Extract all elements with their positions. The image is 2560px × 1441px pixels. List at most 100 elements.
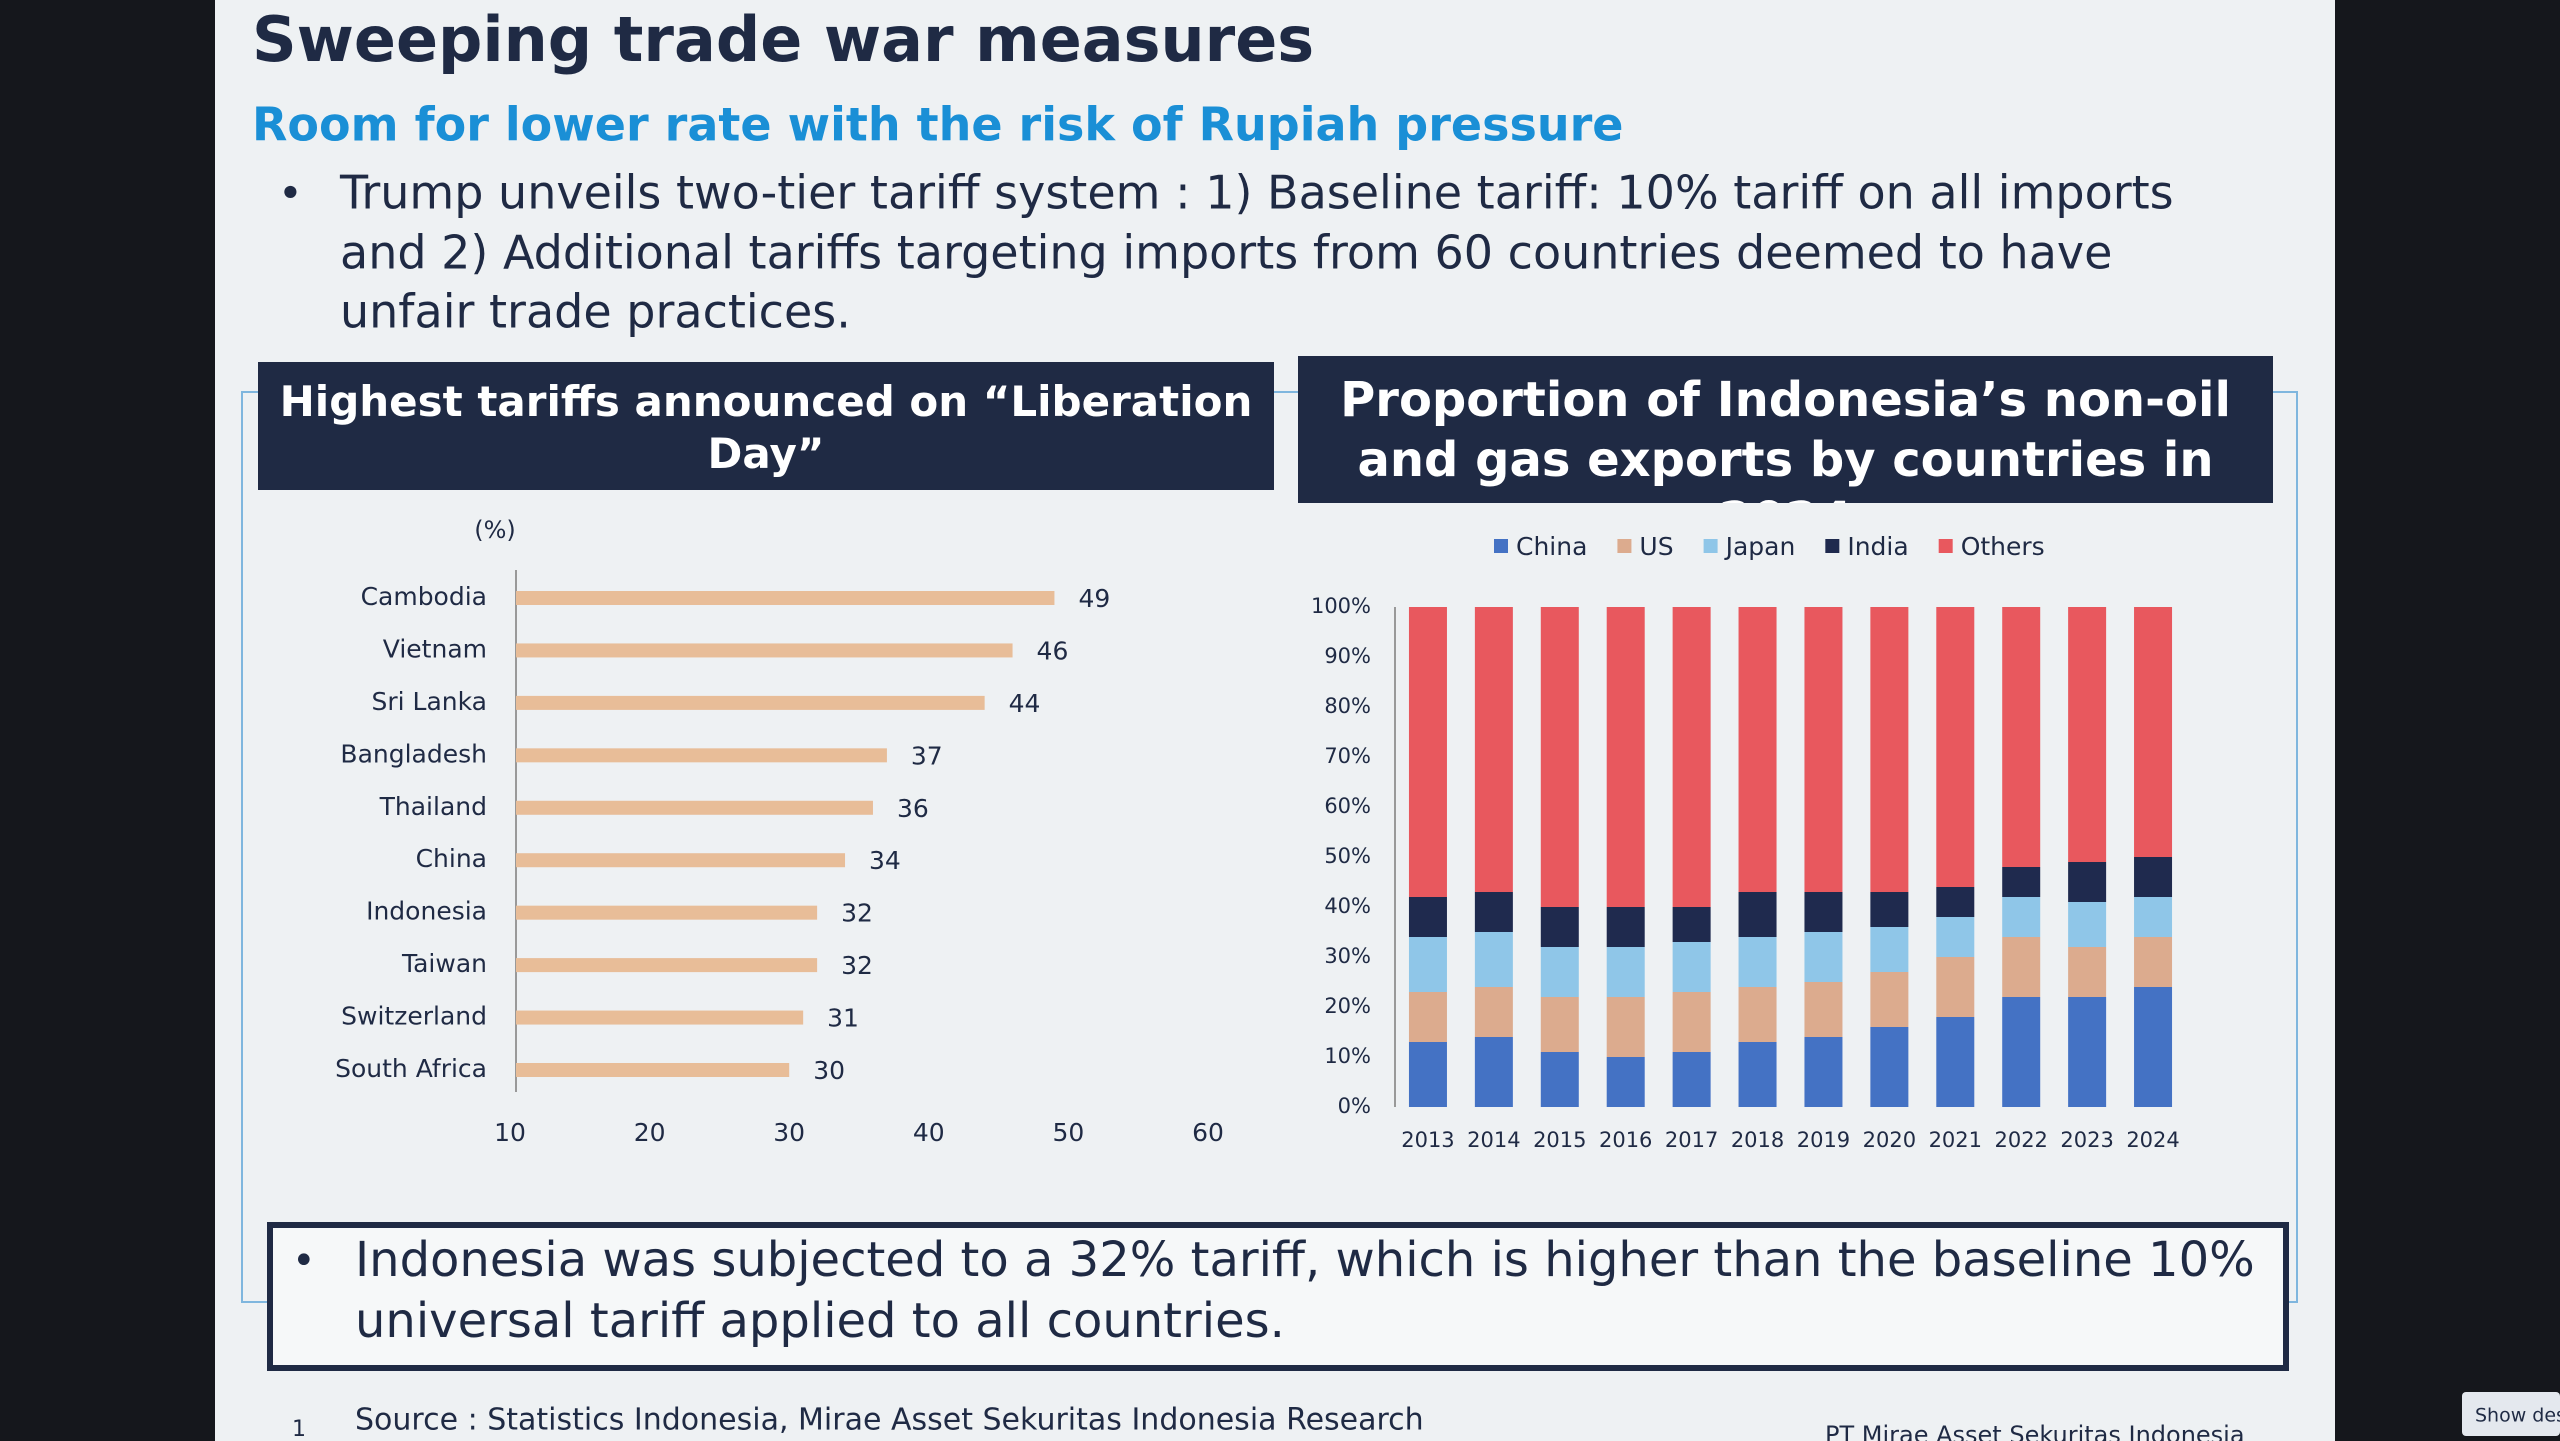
bar-segment — [1606, 907, 1645, 947]
conclusion-box — [267, 1222, 2289, 1371]
bar-segment — [1474, 1037, 1513, 1107]
x-tick-label: 2022 — [1994, 1128, 2047, 1152]
bar-segment — [1474, 987, 1513, 1037]
value-label: 32 — [841, 951, 873, 980]
x-tick-label: 2020 — [1863, 1128, 1916, 1152]
value-label: 49 — [1078, 584, 1110, 613]
bar-segment — [1936, 1017, 1975, 1107]
bar-segment — [1672, 1052, 1711, 1107]
y-tick-label: Bangladesh — [340, 739, 487, 768]
x-tick-label: 2015 — [1533, 1128, 1586, 1152]
bar-segment — [2068, 862, 2107, 902]
x-tick-label: 2014 — [1467, 1128, 1520, 1152]
bar — [516, 905, 818, 920]
y-tick-label: China — [416, 844, 487, 873]
slide-title: Sweeping trade war measures — [252, 3, 1314, 76]
x-tick-label: 50 — [1052, 1118, 1084, 1147]
bar — [516, 643, 1013, 658]
bar-segment — [2002, 937, 2041, 997]
bullet-line: and 2) Additional tariffs targeting impo… — [340, 226, 2112, 280]
y-tick-label: 50% — [1324, 844, 1371, 868]
bar — [516, 800, 873, 815]
bar-segment — [1540, 1052, 1579, 1107]
bar-segment — [2068, 902, 2107, 947]
source: Source : Statistics Indonesia, Mirae Ass… — [355, 1403, 1424, 1438]
bar-segment — [1606, 947, 1645, 997]
bar-segment — [1672, 992, 1711, 1052]
bullet-dot: • — [292, 1238, 316, 1284]
y-tick-label: 30% — [1324, 944, 1371, 968]
value-label: 34 — [869, 846, 901, 875]
y-tick-label: 0% — [1338, 1094, 1371, 1118]
bar-segment — [1936, 957, 1975, 1017]
bar — [516, 591, 1055, 605]
x-tick-label: 60 — [1192, 1118, 1224, 1147]
x-tick-label: 10 — [494, 1118, 526, 1147]
value-label: 44 — [1009, 689, 1041, 718]
bar-segment — [1738, 892, 1777, 937]
bar-segment — [1474, 892, 1513, 932]
bar-segment — [1870, 927, 1909, 972]
bar-segment — [2134, 897, 2173, 937]
bar-segment — [1672, 607, 1711, 907]
bar-segment — [1738, 937, 1777, 987]
x-tick-label: 20 — [634, 1118, 666, 1147]
x-tick-label: 30 — [773, 1118, 805, 1147]
bar-segment — [1540, 607, 1579, 907]
x-tick-label: 2016 — [1599, 1128, 1652, 1152]
legend-swatch — [1938, 539, 1953, 553]
bar-segment — [1408, 897, 1447, 937]
bar-segment — [1672, 907, 1711, 942]
chart-title: Proportion of Indonesia’s non-oil and ga… — [1340, 372, 2231, 503]
bullet-dot: • — [278, 169, 303, 218]
bar — [516, 748, 887, 763]
bar-segment — [2134, 607, 2173, 857]
legend-swatch — [1703, 539, 1718, 553]
bar-segment — [1474, 607, 1513, 892]
bar-segment — [1936, 917, 1975, 957]
chart-title-box: Highest tariffs announced on “Liberation… — [279, 377, 1253, 478]
y-tick-label: 70% — [1324, 744, 1371, 768]
bar-segment — [1408, 992, 1447, 1042]
chart-header — [1298, 356, 2273, 503]
bar-segment — [1804, 932, 1843, 982]
bar-segment — [1936, 887, 1975, 917]
legend-label: China — [1516, 532, 1587, 561]
taskbar-button[interactable] — [2462, 1392, 2560, 1436]
taskbar-label[interactable]: Show desktop — [2475, 1405, 2560, 1427]
bar-segment — [2134, 937, 2173, 987]
bar-segment — [2002, 607, 2041, 867]
x-tick-label: 40 — [913, 1118, 945, 1147]
bar-segment — [1672, 942, 1711, 992]
y-tick-label: 40% — [1324, 894, 1371, 918]
bar-segment — [1606, 1057, 1645, 1107]
x-tick-label: 2013 — [1401, 1128, 1454, 1152]
bar — [516, 853, 846, 868]
value-label: 46 — [1037, 636, 1069, 665]
y-tick-label: Taiwan — [401, 949, 487, 978]
bar-segment — [1738, 1042, 1777, 1107]
bar-segment — [1936, 607, 1975, 887]
x-tick-label: 2023 — [2060, 1128, 2113, 1152]
bar-segment — [1870, 972, 1909, 1027]
legend-label: India — [1847, 532, 1908, 561]
bar-segment — [1738, 607, 1777, 892]
bar-segment — [2002, 867, 2041, 897]
bullet-line: Trump unveils two-tier tariff system : 1… — [339, 166, 2174, 220]
chart-title: Highest tariffs announced on “Liberation… — [279, 377, 1253, 478]
legend-label: US — [1639, 532, 1673, 561]
bar-segment — [2068, 947, 2107, 997]
y-tick-label: Indonesia — [366, 897, 487, 926]
bar-segment — [2002, 897, 2041, 937]
x-tick-label: 2017 — [1665, 1128, 1718, 1152]
y-tick-label: 60% — [1324, 794, 1371, 818]
value-label: 31 — [827, 1004, 859, 1033]
y-tick-label: Cambodia — [361, 582, 487, 611]
bar-segment — [1870, 1027, 1909, 1107]
conclusion-line: Indonesia was subjected to a 32% tariff,… — [355, 1232, 2255, 1288]
y-tick-label: Vietnam — [383, 634, 487, 663]
bar — [516, 695, 985, 710]
x-tick-label: 2021 — [1929, 1128, 1982, 1152]
